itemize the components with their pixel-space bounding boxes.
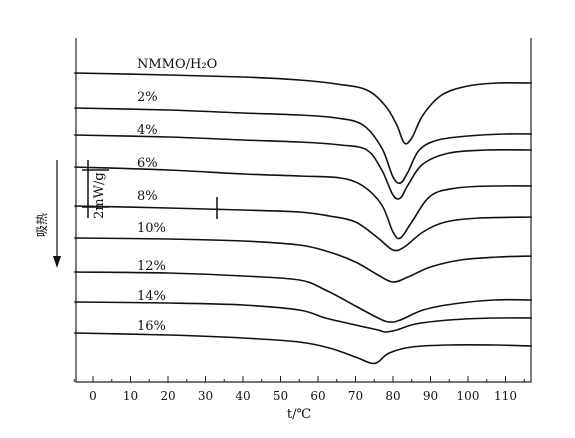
scale-bar: 2mW/g bbox=[82, 160, 109, 219]
x-tick-label-20: 20 bbox=[160, 389, 175, 403]
endotherm-indicator: 吸热 bbox=[35, 160, 61, 268]
curve-label-4pct: 4% bbox=[137, 123, 158, 138]
x-tick-label-30: 30 bbox=[198, 389, 213, 403]
x-tick-label-0: 0 bbox=[89, 389, 97, 403]
series-line-8 bbox=[74, 332, 532, 365]
x-tick-label-60: 60 bbox=[310, 389, 325, 403]
x-tick-label-70: 70 bbox=[348, 389, 363, 403]
series-line-3 bbox=[74, 166, 532, 240]
curve-label-16pct: 16% bbox=[137, 319, 166, 334]
curve-label-10pct: 10% bbox=[137, 221, 166, 236]
scale-bar-label: 2mW/g bbox=[92, 172, 107, 219]
series-line-7 bbox=[74, 301, 532, 333]
curve-labels: NMMO/H₂O 2% 4% 6% 8% 10% 12% 14% 16% bbox=[137, 57, 217, 334]
series-line-5 bbox=[74, 237, 532, 283]
x-tick-label-100: 100 bbox=[457, 389, 480, 403]
x-axis-title: t/℃ bbox=[287, 407, 311, 422]
x-axis-ticks: 0 10 20 30 40 50 60 70 80 90 100 110 bbox=[73, 376, 525, 403]
curve-label-14pct: 14% bbox=[137, 289, 166, 304]
series-line-2 bbox=[74, 134, 532, 200]
curve-label-6pct: 6% bbox=[137, 156, 158, 171]
series-line-6 bbox=[74, 271, 532, 323]
down-arrow-head-icon bbox=[53, 256, 61, 268]
curve-label-8pct: 8% bbox=[137, 189, 158, 204]
x-tick-label-50: 50 bbox=[273, 389, 288, 403]
curve-label-12pct: 12% bbox=[137, 259, 166, 274]
series-line-4 bbox=[74, 205, 532, 252]
curve-label-nmmo: NMMO/H₂O bbox=[137, 57, 217, 72]
x-tick-label-90: 90 bbox=[423, 389, 438, 403]
x-tick-label-10: 10 bbox=[123, 389, 138, 403]
x-tick-label-80: 80 bbox=[385, 389, 400, 403]
x-tick-label-110: 110 bbox=[494, 389, 517, 403]
y-axis-title: 吸热 bbox=[35, 213, 49, 237]
curves-group bbox=[74, 72, 532, 365]
curve-label-2pct: 2% bbox=[137, 90, 158, 105]
x-tick-label-40: 40 bbox=[235, 389, 250, 403]
plot-frame bbox=[75, 38, 532, 383]
series-line-1 bbox=[74, 107, 532, 185]
series-line-0 bbox=[74, 72, 532, 145]
